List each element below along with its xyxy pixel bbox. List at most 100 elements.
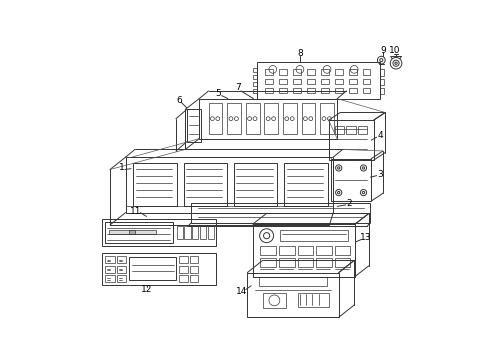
Bar [380,88,384,94]
Bar [187,109,201,142]
Bar [329,120,373,160]
Bar [101,219,216,247]
Bar [199,99,337,139]
Bar [301,103,316,134]
Bar [200,226,206,239]
Bar [133,163,177,206]
Bar [179,266,188,273]
Bar [257,62,380,99]
Bar [263,293,286,308]
Bar [293,69,301,75]
Bar [234,163,277,206]
Bar [349,69,357,75]
Bar [117,266,126,273]
Bar [279,88,287,93]
Bar [253,75,257,80]
Bar [335,78,343,84]
Bar [293,88,301,93]
Bar [117,256,126,264]
Bar [101,253,216,285]
Bar [297,258,313,267]
Bar [253,89,257,93]
Bar [279,258,294,267]
Bar [363,69,370,75]
Bar [280,230,348,241]
Bar [316,258,332,267]
Bar [190,256,198,264]
Bar [321,88,329,93]
Bar [264,103,278,134]
Text: 4: 4 [378,131,383,140]
Bar [105,256,115,264]
Text: 3: 3 [378,170,384,179]
Bar [265,88,273,93]
Bar [129,257,176,280]
Bar [349,78,357,84]
Bar [297,293,329,306]
Bar [253,224,355,276]
Text: 11: 11 [130,207,142,216]
Text: 7: 7 [235,84,241,93]
Bar [307,69,315,75]
Bar [184,163,227,206]
Bar [109,230,156,234]
Bar [331,159,371,201]
Bar [125,157,333,213]
Bar [117,275,126,282]
Text: 5: 5 [216,89,221,98]
Bar [358,126,368,134]
Bar [245,103,260,134]
Text: 14: 14 [236,287,247,296]
Text: 8: 8 [297,49,303,58]
Bar [253,82,257,86]
Bar [265,78,273,84]
Bar [335,246,350,255]
Bar [321,69,329,75]
Bar [265,69,273,75]
Bar [105,275,115,282]
Bar [321,78,329,84]
Text: 6: 6 [176,96,182,105]
Bar [105,266,115,273]
Bar [260,246,276,255]
Bar [316,246,332,255]
Bar [247,273,339,317]
Bar [349,88,357,93]
Bar [253,68,257,72]
Bar [335,88,343,93]
Bar [320,103,334,134]
Text: 1: 1 [119,163,124,172]
Bar [335,126,344,134]
Bar [285,163,328,206]
Bar [279,246,294,255]
Bar [192,203,369,222]
Bar [307,78,315,84]
Bar [260,258,276,267]
Bar [177,226,183,239]
Bar [363,88,370,93]
Bar [190,266,198,273]
Bar [279,78,287,84]
Text: 12: 12 [141,285,152,294]
Bar [307,88,315,93]
Bar [208,226,214,239]
Bar [259,276,327,286]
Bar [190,275,198,282]
Bar [129,230,135,234]
Bar [227,103,241,134]
Bar [283,103,297,134]
Bar [363,78,370,84]
Bar [380,78,384,85]
Bar [293,78,301,84]
Bar [279,69,287,75]
Bar [380,69,384,76]
Bar [335,69,343,75]
Text: 2: 2 [347,199,352,208]
Bar [179,275,188,282]
Bar [105,222,173,243]
Text: 10: 10 [389,46,400,55]
Text: 13: 13 [360,233,371,242]
Bar [179,256,188,264]
Text: 9: 9 [380,46,386,55]
Bar [184,226,191,239]
